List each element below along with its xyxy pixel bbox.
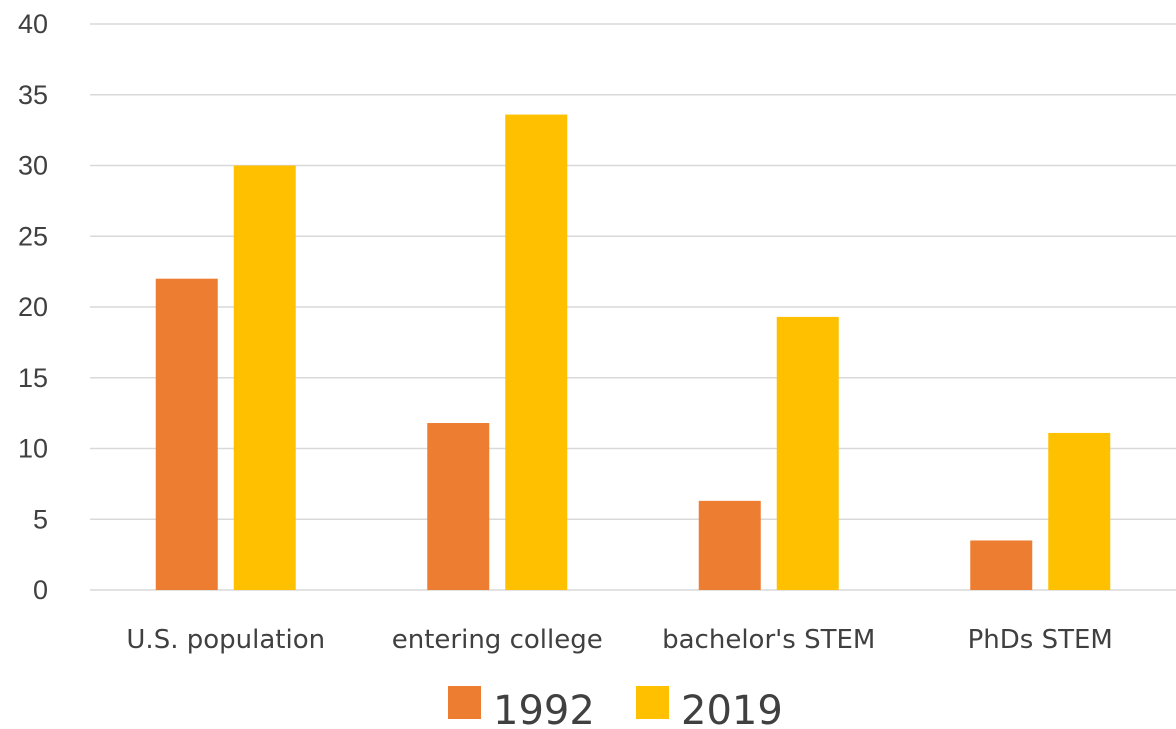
y-tick-label: 25 [18, 221, 48, 251]
y-tick-label: 15 [18, 363, 48, 393]
bar-1992-2 [698, 500, 761, 590]
legend-swatch-2019 [636, 686, 669, 719]
bar-1992-0 [155, 278, 218, 590]
y-tick-label: 30 [18, 151, 48, 181]
bar-2019-3 [1048, 432, 1111, 590]
y-axis-tick-labels: 0 5 10 15 20 25 30 35 40 [18, 9, 48, 605]
bar-2019-2 [776, 316, 839, 590]
legend-label-1992: 1992 [493, 688, 595, 729]
y-tick-label: 20 [18, 292, 48, 322]
y-tick-label: 35 [18, 80, 48, 110]
x-category-label: entering college [392, 625, 603, 655]
x-category-label: U.S. population [126, 625, 325, 655]
x-category-label: PhDs STEM [968, 625, 1113, 655]
bars [155, 114, 1111, 590]
y-tick-label: 10 [18, 434, 48, 464]
x-axis-category-labels: U.S. population entering college bachelor'… [126, 625, 1112, 655]
y-tick-label: 40 [18, 9, 48, 39]
bar-2019-1 [505, 114, 568, 590]
legend: 1992 2019 [448, 686, 783, 729]
y-tick-label: 5 [33, 504, 48, 534]
bar-1992-1 [427, 423, 490, 590]
legend-label-2019: 2019 [681, 688, 783, 729]
bar-2019-0 [233, 165, 296, 590]
bar-1992-3 [970, 540, 1033, 590]
legend-swatch-1992 [448, 686, 481, 719]
y-tick-label: 0 [33, 575, 48, 605]
x-category-label: bachelor's STEM [662, 625, 875, 655]
